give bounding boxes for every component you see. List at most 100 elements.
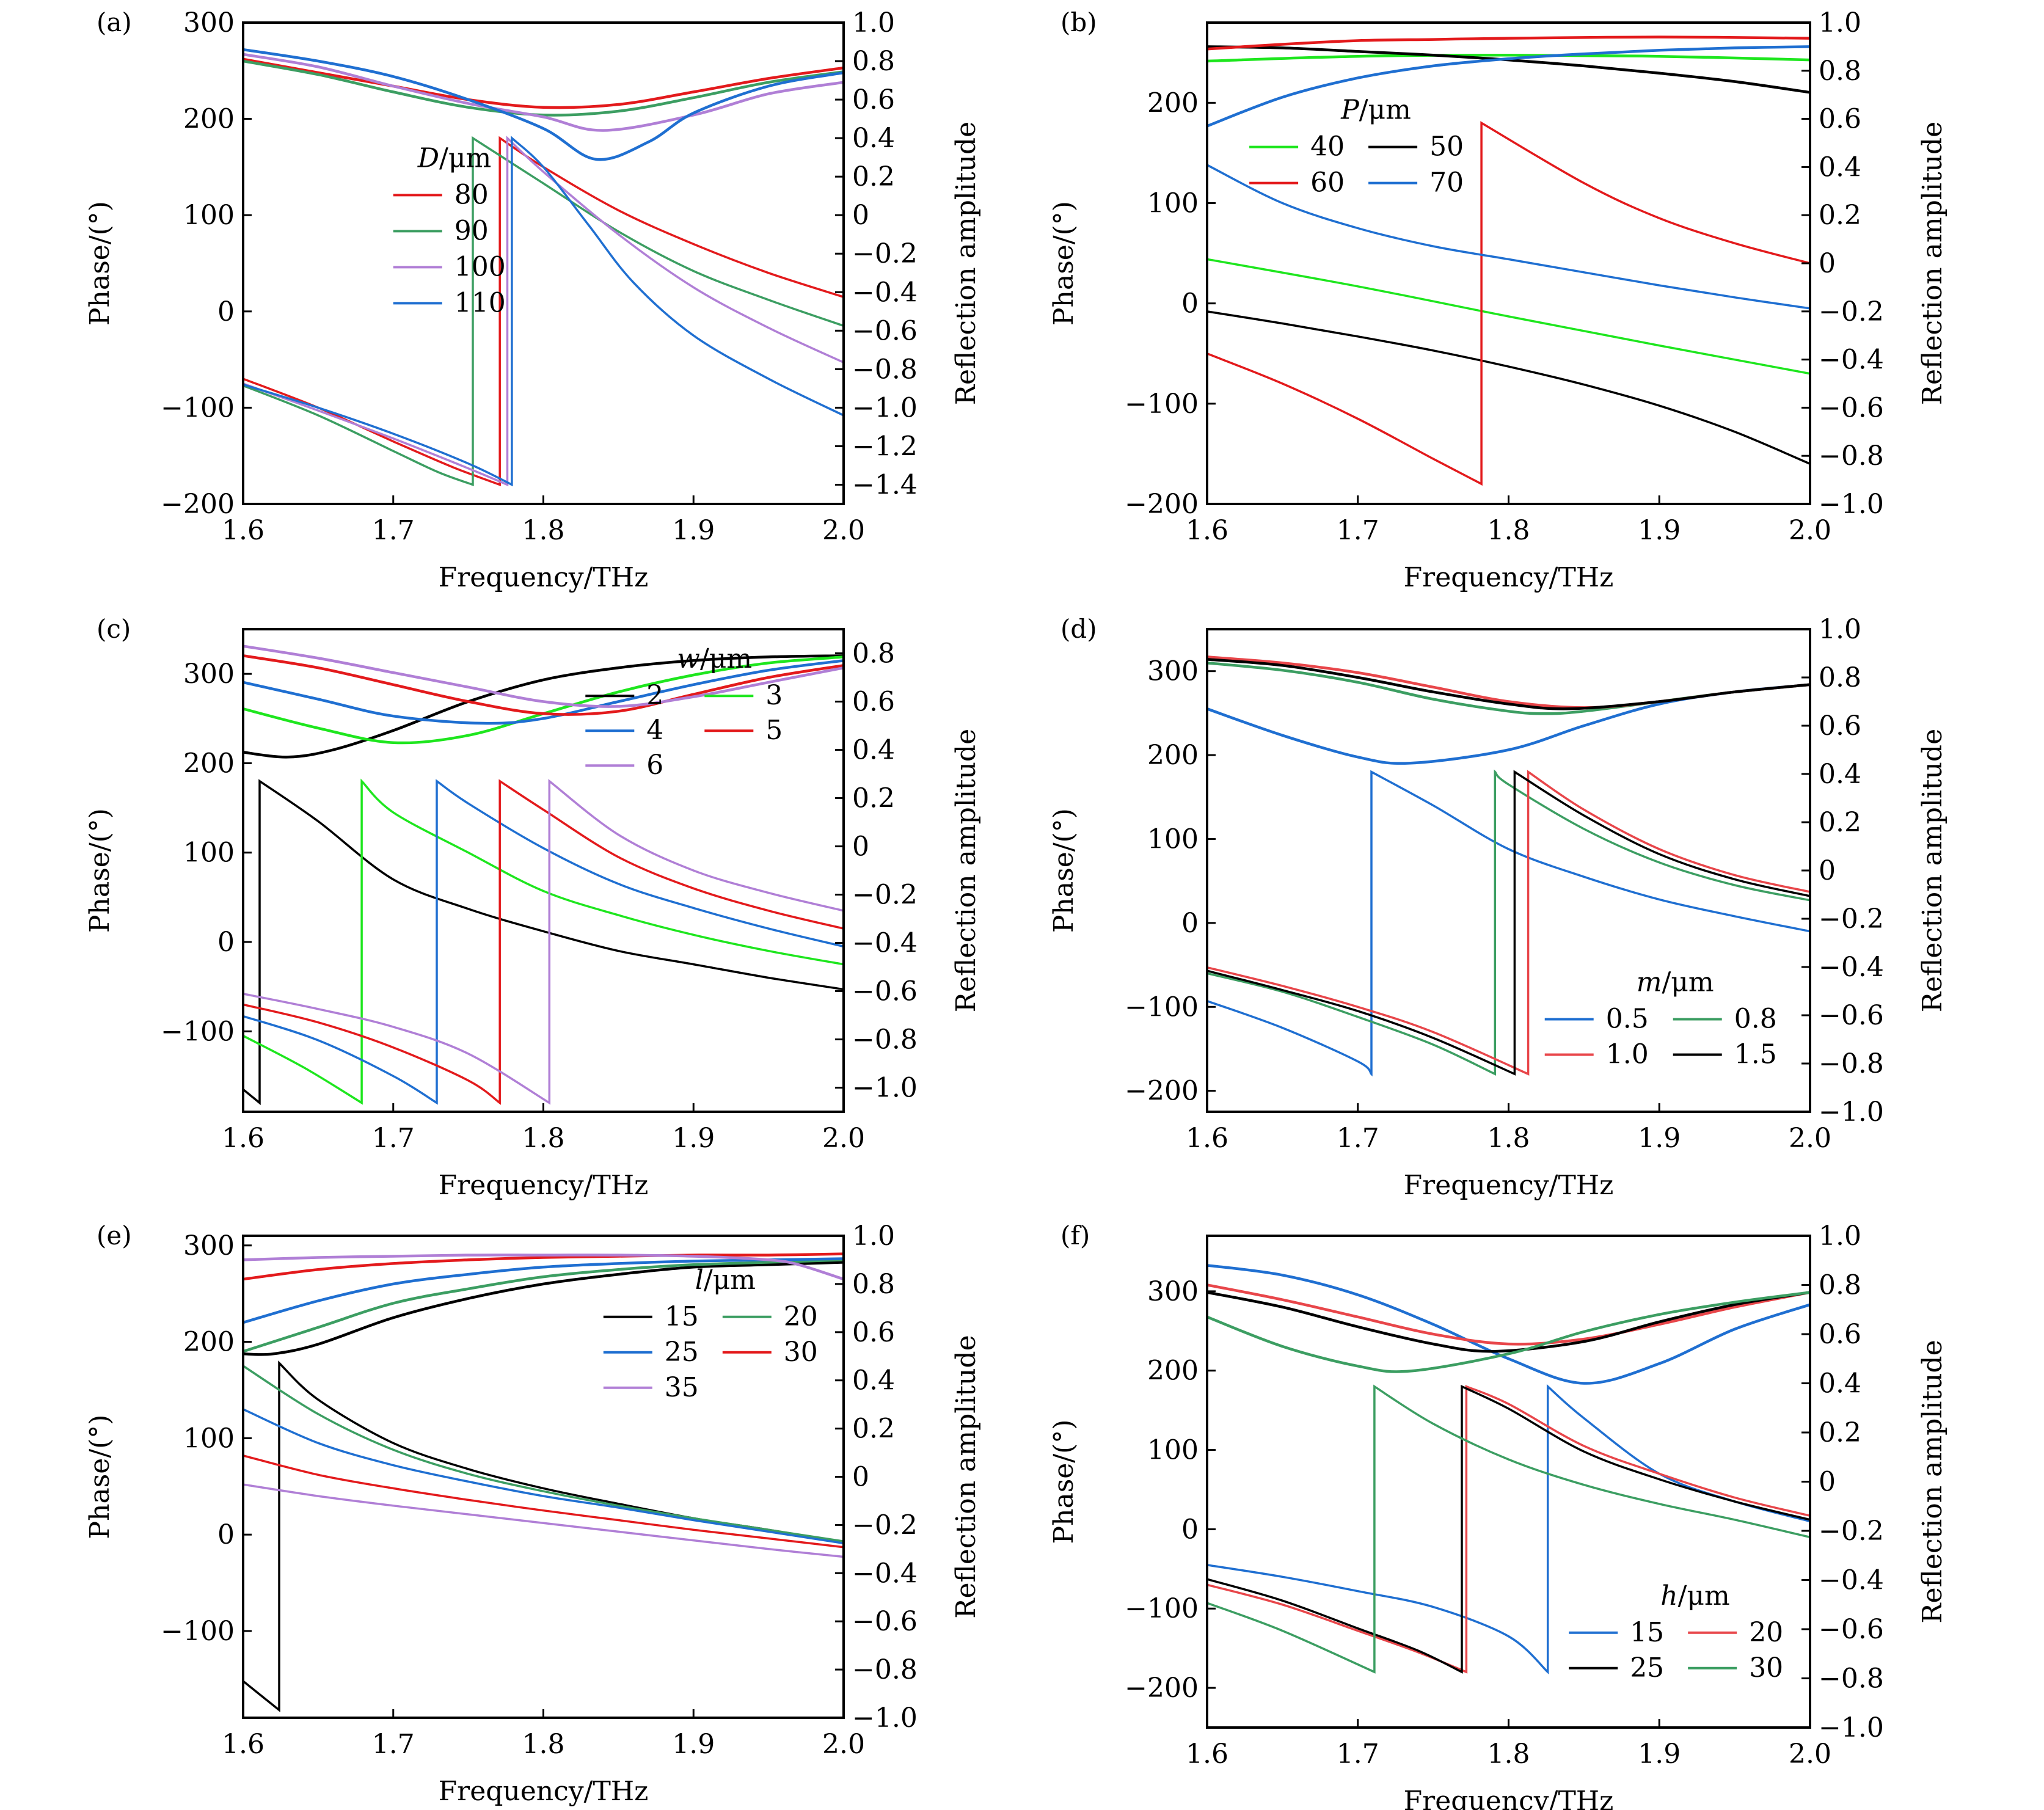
- y2-tick-label: −1.0: [1819, 489, 1884, 520]
- x-tick-label: 2.0: [1789, 1739, 1831, 1770]
- y2-tick-label: 0.2: [1819, 200, 1861, 231]
- legend-label: 1.5: [1734, 1039, 1777, 1070]
- y2-tick-label: 1.0: [852, 1221, 895, 1252]
- legend-item-20: 20: [1688, 1617, 1783, 1648]
- amplitude-line-1.5: [1207, 658, 1810, 710]
- legend-label: 6: [646, 750, 663, 781]
- y-tick-label: 0: [1181, 288, 1199, 319]
- y2-tick-label: −0.2: [852, 238, 918, 269]
- y2-tick-label: −0.8: [1819, 440, 1884, 472]
- y-axis-title: Phase/(°): [84, 1415, 115, 1539]
- y2-axis-title: Reflection amplitude: [1917, 122, 1948, 405]
- y-tick-label: 100: [1147, 823, 1199, 855]
- legend-item-1.0: 1.0: [1544, 1039, 1649, 1070]
- y-tick-label: 100: [1147, 1435, 1199, 1466]
- x-tick-label: 2.0: [1789, 515, 1831, 546]
- x-tick-label: 1.7: [372, 1123, 415, 1154]
- panel-f: (f)1.6 1.7 1.8 1.9 2.03002001000−100−2001.00…: [1048, 1221, 1948, 1810]
- x-tick-label: 1.8: [1487, 515, 1530, 546]
- y-tick-label: 100: [1147, 188, 1199, 219]
- legend-title: l/μm: [695, 1264, 756, 1296]
- amplitude-line-4: [243, 659, 844, 725]
- legend-label: 80: [454, 179, 489, 210]
- amplitude-line-15: [243, 1261, 844, 1356]
- y2-tick-label: −0.4: [852, 277, 918, 308]
- phase-line-100: [243, 136, 844, 487]
- y-tick-label: 300: [183, 659, 235, 690]
- amplitude-line-100: [243, 53, 844, 132]
- amplitude-line-25: [243, 1257, 844, 1324]
- y-axis-title: Phase/(°): [84, 808, 115, 933]
- y-tick-label: 0: [217, 927, 235, 958]
- phase-line-25: [1207, 1384, 1810, 1674]
- y-axis-title: Phase/(°): [1048, 1420, 1079, 1544]
- y2-tick-label: 0.8: [1819, 1270, 1861, 1301]
- phase-line-1.0: [1207, 770, 1810, 1076]
- legend-item-80: 80: [393, 179, 489, 210]
- y2-tick-label: 0: [1819, 248, 1836, 279]
- x-tick-label: 1.8: [1487, 1123, 1530, 1154]
- legend-item-5: 5: [704, 715, 783, 746]
- amplitude-line-1.0: [1207, 655, 1810, 709]
- panel-label: (e): [97, 1221, 132, 1250]
- y2-tick-label: 0: [1819, 855, 1836, 886]
- x-tick-label: 1.6: [222, 1729, 265, 1760]
- y2-tick-label: 0.6: [1819, 710, 1861, 742]
- phase-line-2: [243, 779, 844, 1106]
- y-tick-label: −200: [1125, 1076, 1199, 1107]
- y2-tick-label: 1.0: [1819, 7, 1861, 38]
- x-axis-title: Frequency/THz: [1404, 1786, 1614, 1810]
- y-tick-label: −200: [161, 489, 235, 520]
- y2-tick-label: −0.8: [1819, 1663, 1884, 1695]
- phase-line-110: [243, 136, 844, 487]
- legend-item-25: 25: [603, 1337, 699, 1368]
- x-axis-title: Frequency/THz: [439, 1170, 649, 1201]
- amplitude-line-2: [243, 654, 844, 759]
- series-group: [1207, 655, 1810, 1077]
- panel-label: (a): [97, 7, 132, 37]
- y2-tick-label: −1.0: [1819, 1712, 1884, 1743]
- y2-tick-label: −0.6: [852, 976, 918, 1007]
- legend: m/μm 0.5 0.8 1.0 1.5: [1544, 967, 1777, 1070]
- legend-title: P/μm: [1340, 95, 1411, 126]
- legend-item-90: 90: [393, 215, 489, 246]
- y2-tick-label: 0.8: [852, 1269, 895, 1300]
- legend-title: w/μm: [677, 643, 752, 674]
- x-tick-label: 1.8: [522, 1123, 565, 1154]
- y2-tick-label: 1.0: [1819, 614, 1861, 645]
- y2-tick-label: 1.0: [852, 7, 895, 38]
- y2-tick-label: 0.4: [852, 123, 895, 154]
- x-tick-label: 1.6: [1186, 1123, 1228, 1154]
- y-tick-label: 0: [1181, 908, 1199, 939]
- x-tick-label: 1.6: [222, 1123, 265, 1154]
- y-tick-label: 300: [1147, 656, 1199, 687]
- y2-tick-label: 0.6: [1819, 1319, 1861, 1350]
- x-tick-label: 1.6: [1186, 1739, 1228, 1770]
- x-tick-label: 1.9: [672, 1729, 715, 1760]
- y2-tick-label: −0.8: [852, 1024, 918, 1056]
- x-axis-title: Frequency/THz: [439, 562, 649, 593]
- y2-tick-label: 0.2: [852, 783, 895, 814]
- y2-tick-label: −0.2: [1819, 903, 1884, 935]
- legend-item-15: 15: [603, 1301, 699, 1332]
- y-tick-label: 300: [183, 7, 235, 38]
- phase-line-4: [243, 779, 844, 1105]
- amplitude-line-30: [243, 1252, 844, 1281]
- legend-item-0.8: 0.8: [1673, 1004, 1777, 1035]
- legend-label: 15: [1630, 1617, 1664, 1648]
- y2-tick-label: 0.6: [852, 687, 895, 718]
- y-tick-label: 200: [183, 748, 235, 779]
- legend-label: 50: [1429, 131, 1464, 162]
- legend-item-6: 6: [585, 750, 663, 781]
- y-tick-label: −100: [161, 392, 235, 423]
- legend-label: 15: [665, 1301, 699, 1332]
- legend-item-70: 70: [1368, 167, 1464, 199]
- amplitude-line-35: [243, 1253, 844, 1281]
- y-tick-label: 200: [1147, 740, 1199, 771]
- x-tick-label: 1.9: [672, 1123, 715, 1154]
- phase-line-15: [1207, 1384, 1810, 1675]
- y2-tick-label: −1.4: [852, 469, 918, 500]
- y-axis-title: Phase/(°): [84, 201, 115, 326]
- legend-label: 5: [765, 715, 783, 746]
- y2-tick-label: −1.0: [852, 1073, 918, 1104]
